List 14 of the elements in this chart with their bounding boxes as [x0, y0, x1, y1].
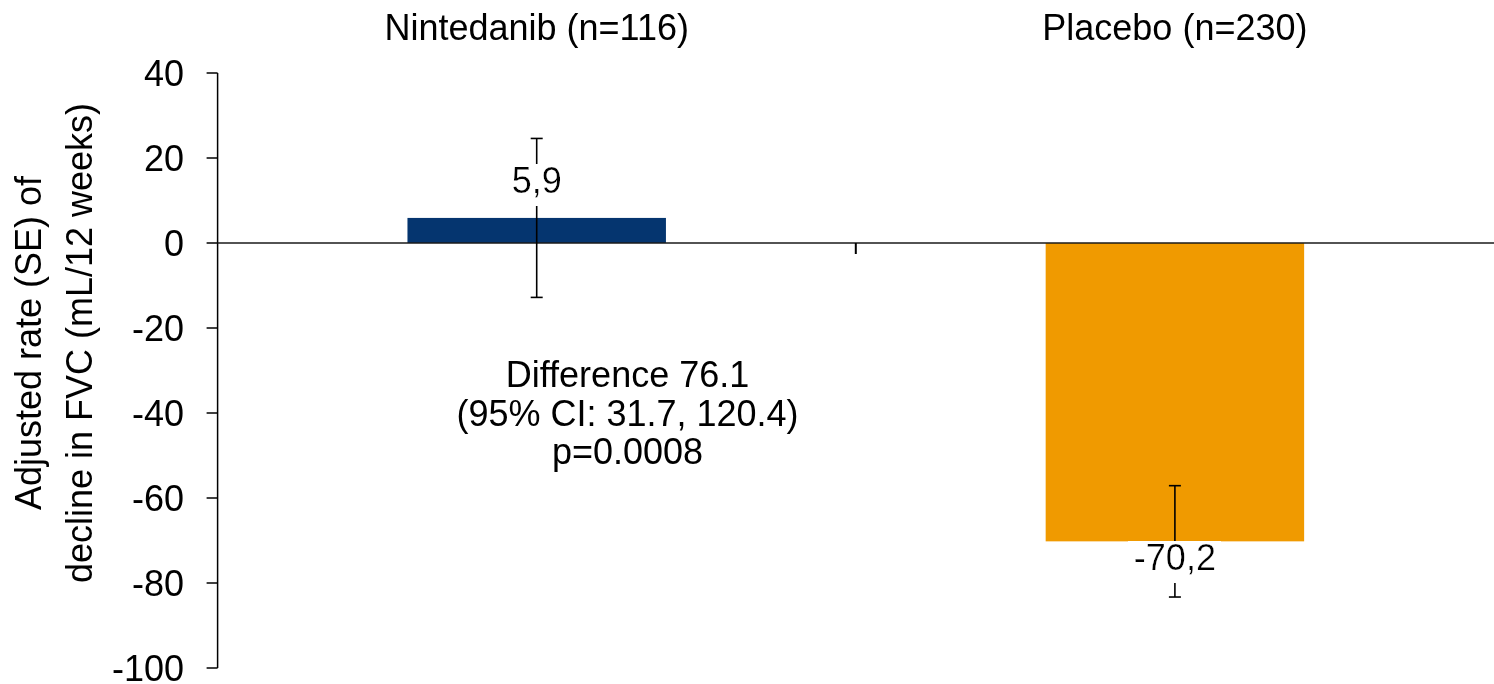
y-tick-label: -20 [131, 307, 184, 349]
data-label: 5,9 [511, 159, 562, 201]
y-tick-label: -80 [131, 562, 184, 604]
y-axis-title: Adjusted rate (SE) of decline in FVC (mL/12 weeks) [8, 102, 100, 584]
y-tick-label: 40 [143, 52, 184, 94]
annotation: Difference 76.1 (95% CI: 31.7, 120.4) p=0.0008 [456, 354, 799, 472]
y-tick-label: 20 [143, 137, 184, 179]
y-tick-label: -100 [111, 647, 184, 684]
y-tick-label: -60 [131, 477, 184, 519]
x-tick-label: Placebo (n=230) [1042, 7, 1308, 48]
data-label: -70,2 [1133, 537, 1216, 579]
y-tick-label: -40 [131, 392, 184, 434]
y-tick-label: 0 [163, 222, 184, 264]
x-tick-label: Nintedanib (n=116) [384, 7, 689, 48]
